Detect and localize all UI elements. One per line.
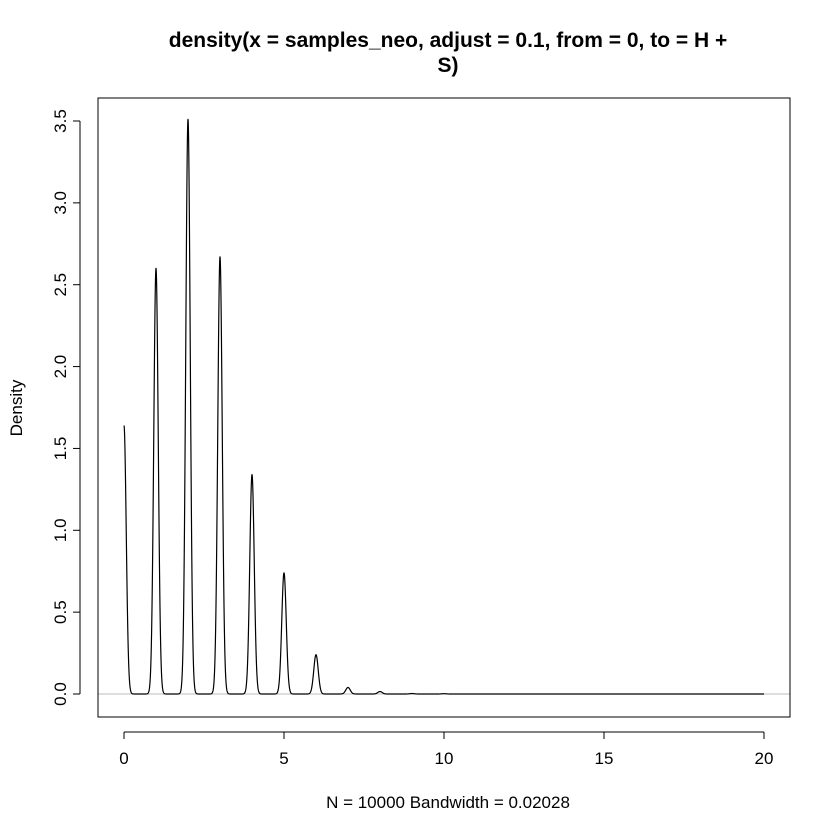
chart-title-line2: S)	[438, 54, 459, 77]
x-tick-label: 0	[119, 749, 128, 768]
y-tick-label: 2.5	[51, 273, 70, 297]
y-tick-label: 1.0	[51, 518, 70, 542]
density-curve	[123, 118, 765, 695]
y-axis: 0.0 0.5 1.0 1.5 2.0 2.5 3.0 3.5	[51, 109, 81, 706]
y-tick-label: 3.0	[51, 191, 70, 215]
y-tick-label: 1.5	[51, 437, 70, 461]
x-tick-label: 5	[279, 749, 288, 768]
y-tick-label: 0.0	[51, 682, 70, 706]
y-tick-label: 2.0	[51, 355, 70, 379]
y-tick-label: 3.5	[51, 109, 70, 133]
y-tick-label: 0.5	[51, 600, 70, 624]
chart-title-line1: density(x = samples_neo, adjust = 0.1, f…	[169, 29, 727, 52]
x-tick-label: 10	[435, 749, 454, 768]
x-axis: 0 5 10 15 20	[119, 731, 774, 768]
x-tick-label: 20	[755, 749, 774, 768]
x-axis-label: N = 10000 Bandwidth = 0.02028	[326, 793, 570, 812]
plot-frame	[97, 97, 791, 718]
y-axis-label: Density	[7, 379, 26, 436]
x-tick-label: 15	[595, 749, 614, 768]
